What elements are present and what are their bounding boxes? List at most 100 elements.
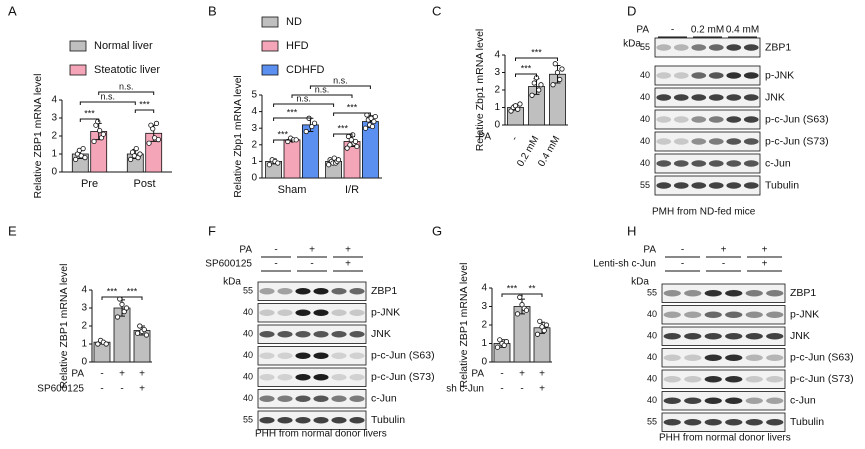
blot-band [295, 309, 311, 316]
data-point [543, 322, 550, 328]
y-tick-label: 4 [81, 285, 87, 296]
condition-value: - [274, 259, 277, 270]
data-point [80, 146, 86, 152]
x-row-value: + [139, 369, 145, 380]
y-tick-label: 0 [81, 357, 87, 368]
blot-band [691, 160, 707, 167]
blot-band [663, 397, 681, 404]
significance-label: *** [84, 108, 95, 118]
blot-band [673, 182, 689, 189]
data-point [150, 126, 156, 132]
blot-frame [661, 348, 786, 368]
y-tick-label: 2 [81, 321, 87, 332]
kda-value: 55 [640, 180, 650, 190]
x-tick-label: Post [133, 178, 155, 190]
condition-value: + [762, 259, 768, 270]
blot-band [673, 138, 689, 145]
data-point [114, 314, 121, 320]
legend-swatch [69, 64, 87, 76]
data-point [552, 61, 558, 67]
blot-frame [661, 391, 786, 411]
y-tick-label: 3 [51, 113, 57, 124]
blot-band [743, 94, 759, 101]
blot-frame [661, 412, 786, 432]
data-point [303, 128, 309, 135]
blot-band [295, 352, 311, 359]
x-row-value: + [539, 384, 545, 395]
data-point [538, 82, 544, 88]
blot-band [331, 309, 347, 316]
significance-bracket [273, 139, 293, 143]
kda-value: 55 [243, 286, 253, 296]
blot-band [277, 395, 293, 402]
kda-value: 40 [243, 329, 253, 339]
data-point [550, 82, 556, 88]
blot-band [259, 309, 275, 316]
data-point [559, 66, 565, 72]
band-name: JNK [765, 91, 785, 103]
blot-band [704, 290, 722, 297]
blot-band [313, 331, 329, 338]
y-axis-label: Relative ZBP1 mRNA level [458, 263, 470, 388]
blot-band [277, 374, 293, 381]
condition-value: 0.4 mM [726, 25, 759, 36]
blot-frame [654, 65, 761, 86]
data-point [517, 101, 523, 107]
blot-band [745, 376, 763, 383]
band-name: p-c-Jun (S63) [765, 113, 829, 125]
x-row-value: - [500, 369, 503, 380]
significance-label: *** [338, 123, 349, 133]
significance-bracket [333, 112, 371, 116]
blot-band [708, 44, 724, 51]
y-axis-label: Relative Zbp1 mRNA level [474, 29, 486, 152]
blot-band [663, 290, 681, 297]
blot-band [331, 352, 347, 359]
panel-letter: F [208, 223, 216, 238]
blot-band [656, 160, 672, 167]
significance-bracket [515, 57, 558, 61]
blot-frame [661, 326, 786, 346]
blot-band [725, 290, 743, 297]
panel-letter: E [8, 223, 17, 238]
y-tick-label: 4 [494, 50, 500, 61]
blot-frame [654, 109, 761, 130]
blot-band [766, 419, 784, 426]
condition-value: + [309, 245, 315, 256]
data-point [354, 143, 360, 150]
x-row-value: + [119, 369, 125, 380]
y-tick-label: 2 [251, 139, 257, 150]
blot-band [725, 376, 743, 383]
y-axis-label: Relative Zbp1 mRNA level [232, 75, 244, 198]
significance-label: n.s. [333, 75, 348, 85]
data-point [134, 330, 141, 336]
kda-value: 55 [640, 42, 650, 52]
blot-band [704, 397, 722, 404]
kda-value: 40 [640, 92, 650, 102]
kda-value: 40 [647, 374, 657, 384]
blot-band [726, 138, 742, 145]
condition-value: - [671, 25, 674, 36]
x-row-label: SP600125 [37, 384, 84, 395]
band-name: ZBP1 [790, 287, 816, 299]
condition-value: - [722, 259, 725, 270]
blot-band [708, 182, 724, 189]
band-name: p-c-Jun (S73) [371, 371, 435, 383]
data-point [137, 323, 143, 329]
data-point [539, 324, 545, 330]
y-tick-label: 3 [481, 301, 487, 312]
data-point [133, 146, 139, 152]
blot-band [349, 352, 365, 359]
data-point [536, 87, 542, 93]
y-tick-label: 3 [251, 123, 257, 134]
blot-band [708, 94, 724, 101]
data-point [103, 341, 109, 347]
legend-swatch [261, 16, 279, 28]
y-tick-label: 1 [81, 339, 87, 350]
band-name: p-JNK [371, 307, 400, 319]
significance-label: *** [531, 47, 542, 57]
blot-band [663, 333, 681, 340]
data-point [554, 69, 561, 76]
blot-band [745, 311, 763, 318]
blot-band [313, 374, 329, 381]
blot-band [656, 44, 672, 51]
